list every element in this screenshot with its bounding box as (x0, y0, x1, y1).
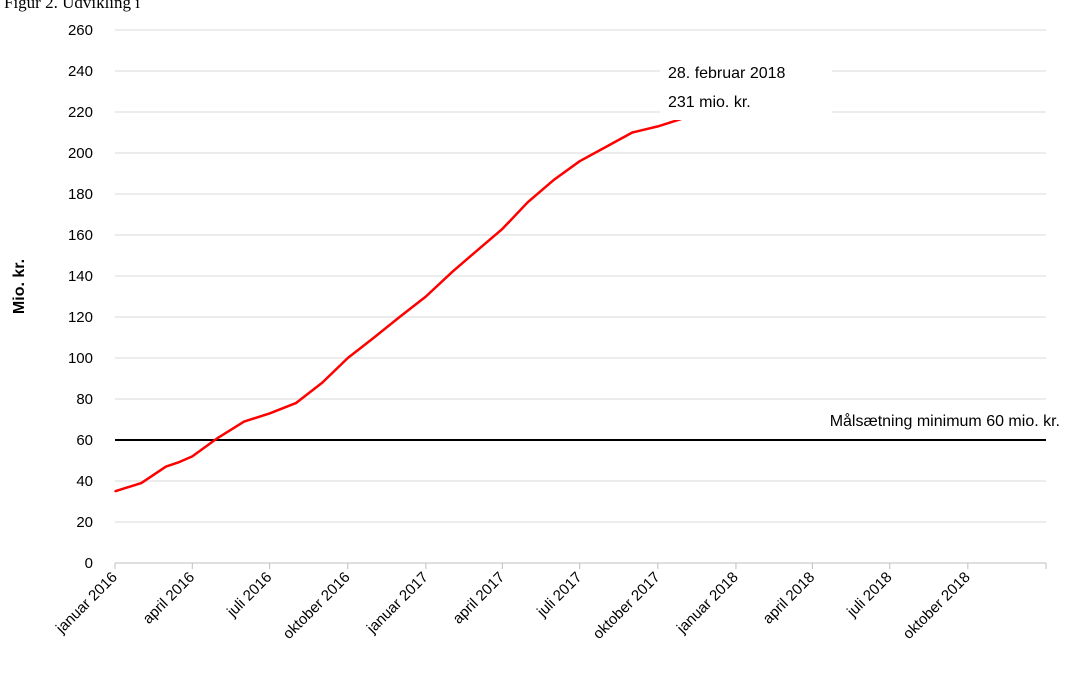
data-point (578, 160, 581, 162)
x-tick-label: juli 2017 (533, 569, 585, 621)
data-point (451, 271, 454, 273)
annotation-background (660, 58, 832, 120)
target-label: Målsætning minimum 60 mio. kr. (830, 412, 1060, 430)
y-tick-label: 80 (76, 391, 93, 408)
y-tick-label: 0 (85, 555, 93, 572)
data-point (553, 178, 555, 181)
x-tick-label: oktober 2016 (280, 569, 354, 643)
y-tick-label: 100 (68, 350, 93, 367)
y-tick-label: 140 (68, 268, 93, 285)
data-point (114, 490, 116, 493)
figure-caption: Figur 2. Udvikling i (4, 0, 141, 12)
x-tick-label: oktober 2017 (590, 569, 664, 643)
data-point (165, 465, 167, 468)
y-tick-label: 60 (76, 432, 93, 449)
x-tick-label: juli 2016 (223, 569, 275, 621)
data-point (321, 381, 324, 384)
data-point (475, 250, 477, 253)
y-axis-label: Mio. kr. (11, 259, 28, 314)
series-line (114, 88, 786, 493)
data-point (425, 295, 427, 298)
y-tick-label: 160 (68, 227, 93, 244)
y-tick-label: 20 (76, 514, 93, 531)
y-tick-label: 260 (68, 22, 93, 39)
y-tick-label: 180 (68, 186, 93, 203)
target-label-background (742, 408, 1064, 432)
annotation-date: 28. februar 2018 (668, 65, 786, 82)
data-point (191, 455, 194, 458)
y-axis-ticks: 0 20 40 60 80 100 120 140 160 180 200 220 240 260 (68, 22, 93, 572)
data-point (243, 420, 245, 423)
x-tick-label: april 2016 (140, 569, 199, 628)
data-point (398, 316, 401, 318)
y-tick-label: 200 (68, 145, 93, 162)
data-point (657, 125, 659, 128)
x-tick-label: januar 2017 (363, 569, 432, 638)
data-point (295, 402, 297, 404)
x-tick-label: juli 2018 (843, 569, 895, 621)
annotation-value: 231 mio. kr. (668, 94, 751, 111)
grid-lines (115, 29, 1046, 523)
data-points (114, 88, 787, 493)
data-point (527, 201, 529, 203)
y-tick-label: 220 (68, 104, 93, 121)
x-tick-label: januar 2016 (52, 569, 121, 638)
data-point (140, 482, 143, 484)
x-tick-label: oktober 2018 (900, 569, 974, 643)
data-point (631, 131, 634, 134)
y-tick-label: 240 (68, 63, 93, 80)
y-tick-label: 40 (76, 473, 93, 490)
x-axis (114, 562, 1047, 569)
y-tick-label: 120 (68, 309, 93, 326)
x-tick-label: april 2017 (450, 569, 509, 628)
data-point (177, 461, 179, 464)
x-axis-ticks: januar 2016 april 2016 juli 2016 oktober 20… (52, 569, 974, 643)
data-point (268, 412, 271, 415)
x-tick-label: april 2018 (760, 569, 819, 628)
data-point (373, 336, 375, 339)
data-point (346, 357, 349, 359)
data-point (216, 437, 219, 439)
data-point (605, 146, 607, 148)
x-tick-label: januar 2018 (673, 569, 742, 638)
data-point (501, 228, 504, 230)
